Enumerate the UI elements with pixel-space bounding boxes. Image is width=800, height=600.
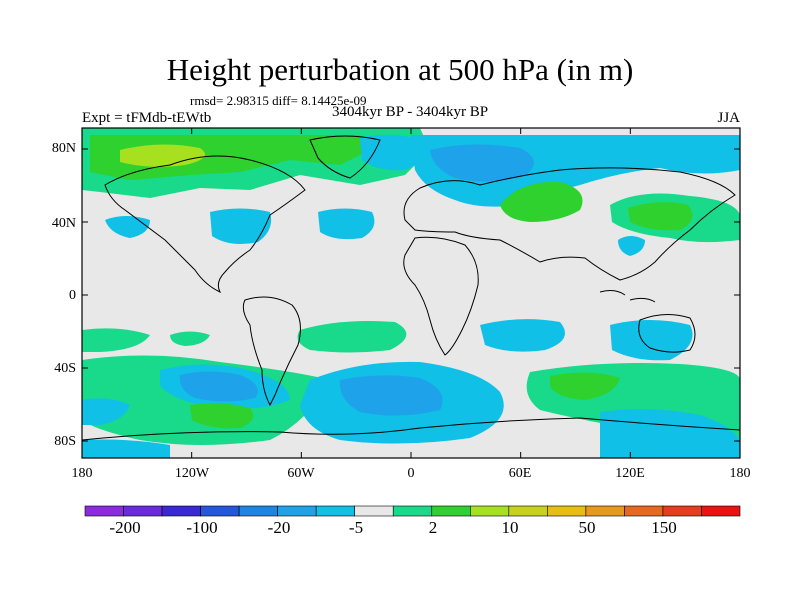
colorbar-swatch bbox=[123, 505, 163, 517]
contour-neg-australia bbox=[610, 320, 693, 361]
lat-tick-label: 80S bbox=[54, 434, 76, 449]
lat-tick-label: 0 bbox=[69, 288, 76, 303]
contour-neg-southern-core bbox=[339, 375, 443, 416]
contour-pos-s-pacific-trop2 bbox=[170, 331, 210, 346]
contour-neg-s-pacific-west bbox=[82, 398, 130, 425]
contour-pos-s-indian-core bbox=[550, 372, 620, 400]
contour-neg-antarctic-west bbox=[82, 439, 170, 458]
chart-title: Height perturbation at 500 hPa (in m) bbox=[166, 52, 634, 87]
contour-neg-n-america bbox=[210, 208, 272, 244]
colorbar-swatch bbox=[277, 505, 317, 517]
axis-ticks bbox=[81, 128, 741, 458]
contour-fields bbox=[82, 128, 740, 458]
contour-pos-europe bbox=[500, 181, 583, 222]
coast-australia bbox=[638, 314, 696, 353]
colorbar-label: 10 bbox=[501, 518, 519, 537]
lon-tick-label: 60W bbox=[287, 466, 315, 481]
colorbar-swatch bbox=[547, 505, 587, 517]
colorbar-swatch bbox=[315, 505, 356, 517]
coast-europe-asia bbox=[403, 167, 736, 281]
contour-pos-s-pacific-low bbox=[190, 403, 254, 429]
contour-neg-siberia-core bbox=[430, 144, 534, 182]
colorbar-label: 2 bbox=[428, 518, 438, 537]
colorbar-swatch bbox=[469, 505, 510, 517]
lat-tick-label: 40S bbox=[54, 361, 76, 376]
lat-tick-label: 80N bbox=[51, 141, 76, 156]
contour-neg-atlantic-mid bbox=[318, 208, 375, 240]
colorbar-swatch bbox=[84, 505, 124, 517]
coast-north-america bbox=[104, 155, 306, 294]
colorbar-swatch bbox=[161, 505, 201, 517]
contour-pos-east-asia-core bbox=[628, 202, 693, 231]
colorbar-swatch bbox=[238, 505, 278, 517]
colorbar-label: 150 bbox=[651, 518, 677, 537]
colorbar-label: -5 bbox=[348, 518, 364, 537]
colorbar-swatch bbox=[431, 505, 471, 517]
lon-tick-label: 0 bbox=[407, 466, 415, 481]
colorbar-swatch bbox=[624, 505, 664, 517]
lon-tick-label: 120E bbox=[615, 466, 645, 481]
contour-neg-s-indian bbox=[480, 319, 565, 352]
colorbar-label: -200 bbox=[109, 518, 141, 537]
colorbar-label: -20 bbox=[267, 518, 291, 537]
lon-tick-label: 120W bbox=[174, 466, 210, 481]
contour-neg-nw-pacific bbox=[618, 236, 645, 256]
coast-africa bbox=[403, 236, 479, 356]
colorbar bbox=[84, 505, 741, 517]
contour-pos-s-atlantic bbox=[297, 321, 407, 353]
season-label: JJA bbox=[717, 110, 740, 126]
colorbar-swatch bbox=[508, 505, 548, 517]
coast-indonesia bbox=[599, 290, 656, 303]
experiment-label: Expt = tFMdb-tEWtb bbox=[82, 110, 212, 126]
coastlines bbox=[82, 135, 740, 441]
contour-pos-arctic-peak bbox=[120, 144, 205, 167]
period-label: 3404kyr BP - 3404kyr BP bbox=[331, 104, 489, 120]
colorbar-label: -100 bbox=[186, 518, 218, 537]
lon-tick-label: 180 bbox=[71, 466, 93, 481]
coast-antarctica bbox=[82, 417, 740, 441]
contour-pos-s-pacific-trop bbox=[82, 328, 150, 352]
colorbar-label: 50 bbox=[578, 518, 596, 537]
colorbar-swatch bbox=[354, 505, 394, 517]
stats-text: rmsd= 2.98315 diff= 8.14425e-09 bbox=[190, 93, 367, 108]
contour-neg-s-pacific-core2 bbox=[179, 371, 258, 402]
lat-tick-label: 40N bbox=[51, 216, 76, 231]
contour-neg-antarctic-east bbox=[600, 409, 740, 458]
coast-greenland bbox=[309, 135, 381, 179]
contour-neg-n-atlantic bbox=[360, 134, 426, 171]
contour-neg-pacific bbox=[105, 216, 150, 238]
colorbar-swatch bbox=[392, 505, 433, 517]
coast-south-america bbox=[242, 296, 301, 407]
colorbar-swatch bbox=[701, 505, 741, 517]
lon-tick-label: 60E bbox=[508, 466, 532, 481]
lon-tick-label: 180 bbox=[729, 466, 751, 481]
colorbar-swatch bbox=[585, 505, 625, 517]
colorbar-swatch bbox=[662, 505, 702, 517]
colorbar-swatch bbox=[200, 505, 240, 517]
